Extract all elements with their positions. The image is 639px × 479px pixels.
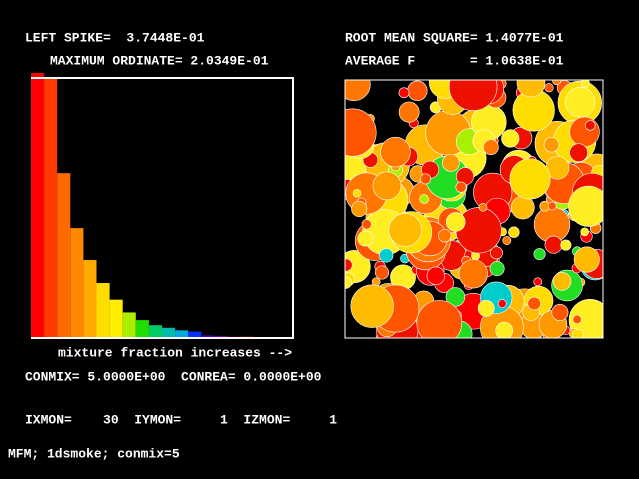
- particle-field: [345, 80, 603, 338]
- particle: [569, 116, 600, 147]
- particle: [547, 201, 557, 211]
- particle: [407, 80, 428, 101]
- particle: [420, 173, 432, 185]
- particle: [441, 153, 460, 172]
- bar: [122, 312, 136, 338]
- bar: [70, 228, 84, 338]
- particle: [527, 296, 541, 311]
- particle: [357, 230, 374, 247]
- particle: [372, 171, 402, 201]
- bar: [188, 331, 202, 338]
- bar: [135, 320, 149, 338]
- rms: ROOT MEAN SQUARE= 1.4077E-01: [345, 30, 564, 45]
- particle: [544, 83, 554, 93]
- particle: [585, 120, 596, 131]
- particle: [350, 284, 394, 328]
- particle: [455, 181, 467, 193]
- particle: [580, 227, 590, 237]
- particle: [483, 139, 499, 156]
- particle: [416, 300, 463, 338]
- left-spike: LEFT SPIKE= 3.7448E-01: [25, 30, 205, 45]
- particle: [478, 202, 488, 212]
- particle: [448, 80, 498, 111]
- caption: MFM; 1dsmoke; conmix=5: [8, 446, 180, 461]
- particle: [544, 235, 563, 254]
- bar: [83, 260, 97, 338]
- particle: [445, 287, 466, 307]
- bar: [175, 330, 189, 338]
- particle: [533, 277, 543, 287]
- particle: [380, 136, 411, 168]
- particle: [345, 80, 371, 102]
- particle: [398, 87, 410, 99]
- bar: [57, 173, 71, 338]
- particle: [375, 265, 390, 280]
- particle: [477, 299, 495, 317]
- particle: [551, 303, 569, 321]
- particle: [533, 248, 546, 261]
- x-axis-label: mixture fraction increases -->: [58, 345, 292, 360]
- particle: [509, 158, 551, 200]
- particle: [516, 80, 546, 98]
- particle: [489, 261, 505, 277]
- particle: [572, 314, 582, 324]
- particle: [345, 276, 352, 289]
- particle: [568, 185, 603, 227]
- particle: [508, 226, 520, 238]
- max-ordinate: MAXIMUM ORDINATE= 2.0349E-01: [50, 53, 269, 68]
- particle: [552, 272, 572, 291]
- particle: [345, 108, 377, 157]
- particle: [497, 299, 507, 309]
- particle: [572, 328, 584, 338]
- particle: [379, 248, 394, 263]
- bar: [162, 327, 176, 338]
- particle: [438, 229, 452, 243]
- particle: [501, 129, 520, 148]
- particle: [388, 213, 423, 247]
- particle: [573, 246, 600, 273]
- particle: [458, 259, 488, 289]
- particle: [502, 236, 512, 245]
- particle: [361, 219, 372, 230]
- bar: [109, 299, 123, 338]
- bar: [96, 283, 110, 338]
- conmix: CONMIX= 5.0000E+00 CONREA= 0.0000E+00: [25, 369, 322, 384]
- particle: [426, 266, 446, 286]
- bar: [31, 73, 45, 338]
- particle: [371, 277, 381, 287]
- bar: [148, 325, 162, 338]
- particle: [568, 298, 603, 338]
- particle: [345, 258, 353, 272]
- field-frame: [344, 79, 604, 339]
- particle: [495, 321, 514, 338]
- bar: [201, 335, 215, 338]
- particle: [569, 143, 588, 162]
- particle: [445, 212, 466, 232]
- monitor: IXMON= 30 IYMON= 1 IZMON= 1: [25, 412, 337, 427]
- particle: [564, 87, 596, 118]
- particle: [552, 80, 562, 86]
- particle: [580, 80, 590, 88]
- bar: [44, 77, 58, 339]
- particle: [543, 136, 560, 153]
- particle: [352, 188, 362, 198]
- particle: [419, 194, 429, 204]
- particle: [490, 246, 503, 260]
- particle: [398, 101, 420, 123]
- plot-frame: [31, 77, 294, 339]
- particle: [560, 239, 572, 251]
- particle: [455, 207, 502, 254]
- average: AVERAGE F = 1.0638E-01: [345, 53, 564, 68]
- particle: [351, 200, 368, 218]
